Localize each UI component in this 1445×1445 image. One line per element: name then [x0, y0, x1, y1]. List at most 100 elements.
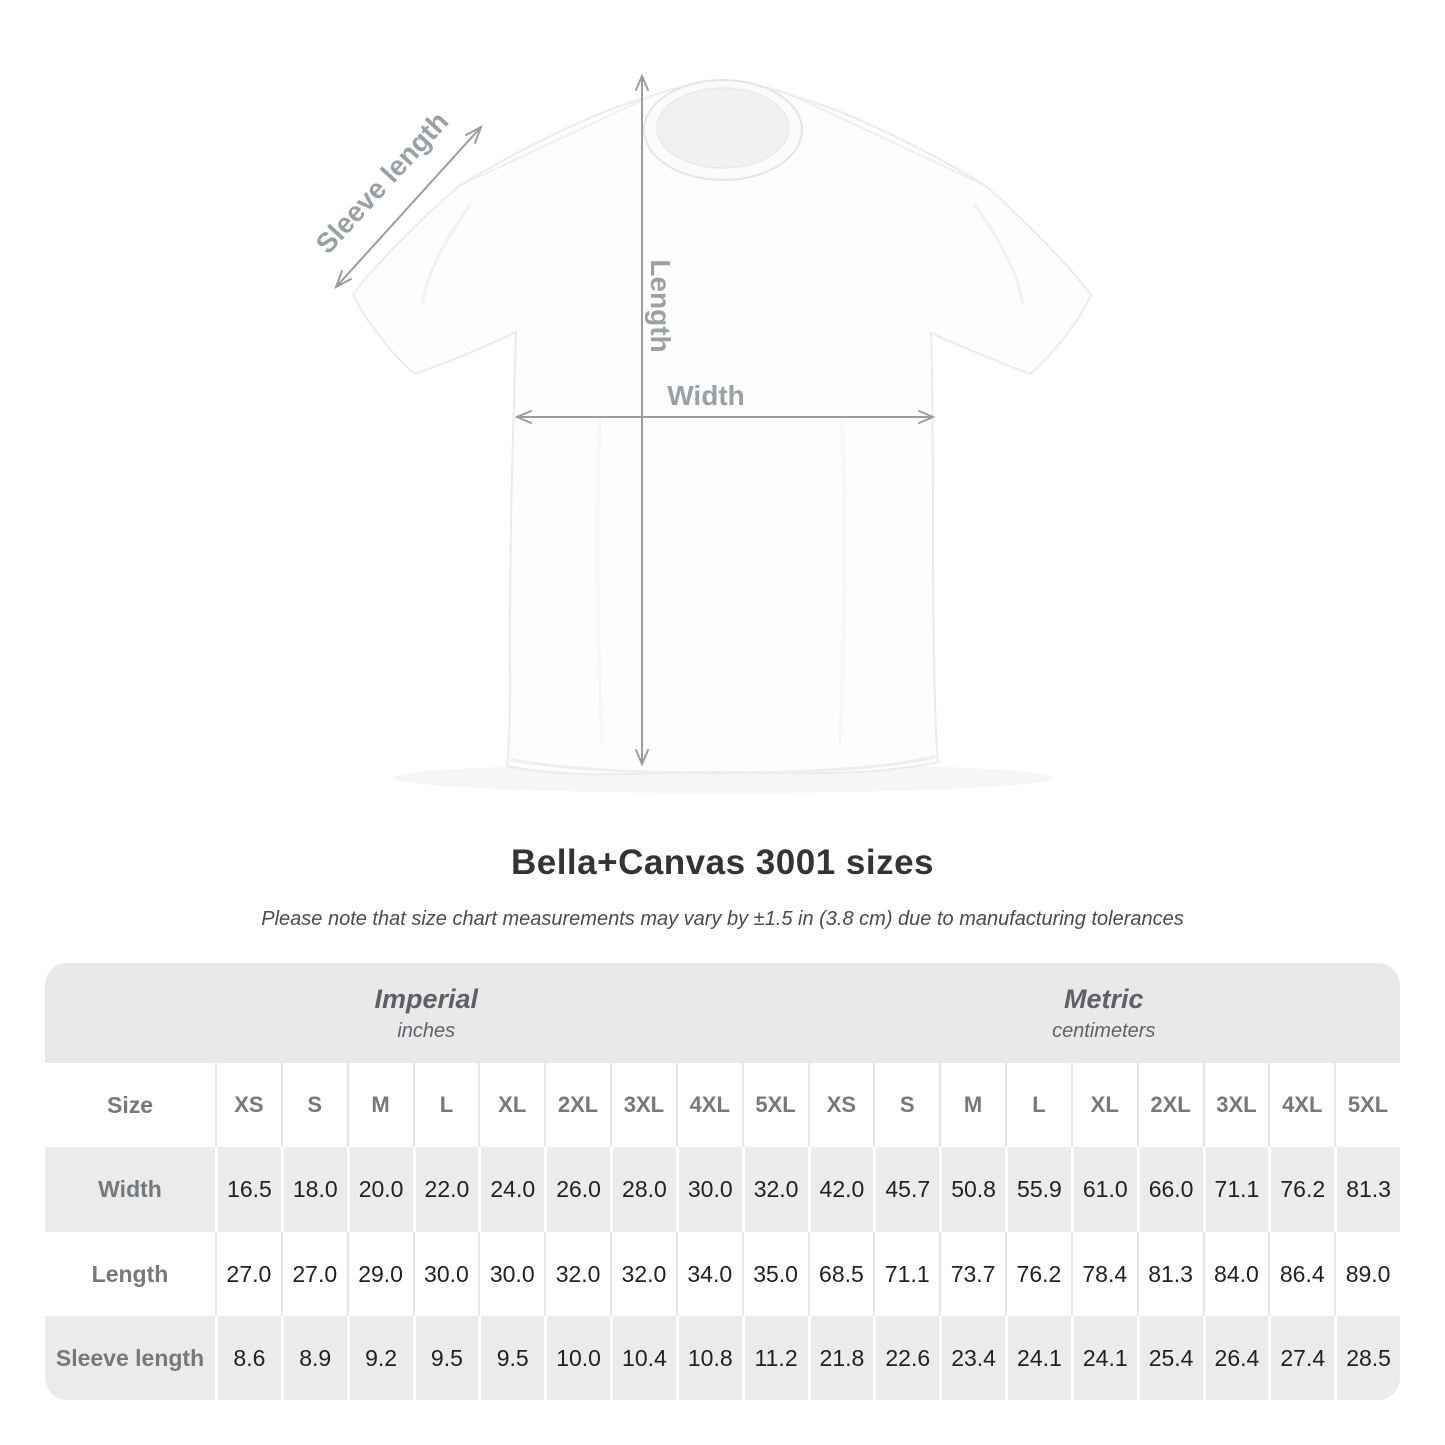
- sleeve-length-arrow: [334, 124, 483, 290]
- size-label: Size: [106, 1091, 154, 1118]
- row-label: Sleeve length: [55, 1345, 205, 1371]
- measurement-cell: 16.5: [215, 1147, 281, 1232]
- measurement-cell: 22.0: [412, 1147, 479, 1232]
- measurement-cell: 24.0: [478, 1147, 544, 1232]
- width-arrow: [514, 410, 936, 424]
- measurement-cell: 25.4: [1136, 1316, 1203, 1400]
- measurement-cell: 89.0: [1334, 1232, 1400, 1316]
- measurement-row: Width 16.5 18.0 20.0 22.0 24.0 26.0 28.0 30.0 32.…: [45, 1147, 1400, 1232]
- size-header-row: Size XS S M L XL 2XL 3XL 4XL 5XL XS S M L XL 2XL 3XL 4XL 5…: [45, 1063, 1400, 1147]
- size-col-header-metric: M: [939, 1063, 1005, 1147]
- size-col-header-metric: L: [1005, 1063, 1071, 1147]
- size-col-header-imperial: 4XL: [675, 1063, 742, 1147]
- imperial-unit: inches: [397, 1019, 456, 1042]
- measurement-cell: 55.9: [1005, 1147, 1071, 1232]
- tshirt-collar-opening: [656, 87, 790, 169]
- size-col-header-imperial: 3XL: [610, 1063, 676, 1147]
- unit-header-band: Imperial inches Metric centimeters: [45, 963, 1400, 1063]
- measurement-cell: 10.4: [610, 1316, 676, 1400]
- measurement-cell: 9.2: [346, 1316, 413, 1400]
- length-label: Length: [645, 259, 676, 352]
- measurement-cell: 10.0: [544, 1316, 610, 1400]
- length-arrow: [635, 73, 649, 767]
- measurement-cell: 76.2: [1005, 1232, 1071, 1316]
- measurement-cell: 68.5: [807, 1232, 874, 1316]
- size-col-header-imperial: S: [280, 1063, 347, 1147]
- size-col-header-imperial: 5XL: [741, 1063, 808, 1147]
- measurement-cell: 27.0: [280, 1232, 347, 1316]
- measurement-cell: 28.5: [1334, 1316, 1400, 1400]
- measurement-row: Length 27.0 27.0 29.0 30.0 30.0 32.0 32.0 34.0 35…: [45, 1232, 1400, 1316]
- size-col-header-metric: XS: [807, 1063, 874, 1147]
- size-col-header-metric: XL: [1070, 1063, 1137, 1147]
- measurement-cell: 20.0: [346, 1147, 413, 1232]
- row-label: Length: [91, 1260, 169, 1287]
- measurement-cell: 9.5: [478, 1316, 544, 1400]
- measurement-cell: 8.6: [215, 1316, 281, 1400]
- size-col-header-metric: 5XL: [1334, 1063, 1400, 1147]
- measurement-cell: 28.0: [610, 1147, 676, 1232]
- measurement-cell: 18.0: [280, 1147, 347, 1232]
- measurement-cell: 81.3: [1334, 1147, 1400, 1232]
- measurement-cell: 71.1: [873, 1232, 939, 1316]
- metric-unit: centimeters: [1052, 1019, 1156, 1042]
- measurement-cell: 50.8: [939, 1147, 1005, 1232]
- size-col-header-metric: 3XL: [1202, 1063, 1269, 1147]
- measurement-cell: 35.0: [741, 1232, 808, 1316]
- measurement-cell: 78.4: [1070, 1232, 1137, 1316]
- measurement-cell: 21.8: [807, 1316, 874, 1400]
- tshirt-body: [351, 81, 1093, 776]
- measurement-cell: 71.1: [1202, 1147, 1269, 1232]
- measurement-cell: 86.4: [1268, 1232, 1334, 1316]
- measurement-cell: 29.0: [346, 1232, 413, 1316]
- measurement-cell: 61.0: [1070, 1147, 1137, 1232]
- measurement-cell: 32.0: [544, 1232, 610, 1316]
- metric-header: Metric centimeters: [808, 963, 1401, 1063]
- width-label: Width: [667, 380, 745, 411]
- measurement-cell: 34.0: [675, 1232, 742, 1316]
- size-col-header-metric: 2XL: [1136, 1063, 1203, 1147]
- measurement-cell: 76.2: [1268, 1147, 1334, 1232]
- tshirt-measurement-diagram: Sleeve length Length Width: [309, 73, 1093, 776]
- size-col-header-metric: 4XL: [1268, 1063, 1334, 1147]
- measurement-cell: 30.0: [675, 1147, 742, 1232]
- measurement-cell: 22.6: [873, 1316, 939, 1400]
- measurement-cell: 26.4: [1202, 1316, 1269, 1400]
- measurement-cell: 30.0: [478, 1232, 544, 1316]
- measurement-cell: 30.0: [412, 1232, 479, 1316]
- measurement-row: Sleeve length 8.6 8.9 9.2 9.5 9.5 10.0 10.4 10.8…: [45, 1316, 1400, 1400]
- page-subtitle: Please note that size chart measurements…: [261, 908, 1184, 930]
- tshirt-seams: [420, 96, 1025, 775]
- measurement-cell: 66.0: [1136, 1147, 1203, 1232]
- measurement-cell: 24.1: [1005, 1316, 1071, 1400]
- measurement-cell: 26.0: [544, 1147, 610, 1232]
- measurement-cell: 8.9: [280, 1316, 347, 1400]
- size-col-header-imperial: XL: [478, 1063, 544, 1147]
- measurement-cell: 32.0: [610, 1232, 676, 1316]
- page-title: Bella+Canvas 3001 sizes: [510, 843, 935, 882]
- imperial-header: Imperial inches: [45, 963, 808, 1063]
- imperial-title: Imperial: [374, 983, 479, 1014]
- size-col-header-metric: S: [873, 1063, 939, 1147]
- measurement-cell: 45.7: [873, 1147, 939, 1232]
- size-table-rows: Size XS S M L XL 2XL 3XL 4XL 5XL XS S M L XL 2XL 3XL 4XL 5…: [45, 1063, 1400, 1400]
- measurement-cell: 42.0: [807, 1147, 874, 1232]
- size-col-header-imperial: M: [346, 1063, 413, 1147]
- size-table: Imperial inches Metric centimeters Size X…: [45, 963, 1400, 1400]
- measurement-arrows: [334, 73, 936, 767]
- measurement-cell: 11.2: [741, 1316, 808, 1400]
- measurement-cell: 81.3: [1136, 1232, 1203, 1316]
- measurement-cell: 9.5: [412, 1316, 479, 1400]
- row-label: Width: [98, 1176, 162, 1202]
- measurement-cell: 73.7: [939, 1232, 1005, 1316]
- metric-title: Metric: [1063, 983, 1144, 1014]
- measurement-cell: 84.0: [1202, 1232, 1269, 1316]
- size-col-header-imperial: XS: [215, 1063, 281, 1147]
- measurement-cell: 27.4: [1268, 1316, 1334, 1400]
- measurement-cell: 32.0: [741, 1147, 808, 1232]
- measurement-cell: 27.0: [215, 1232, 281, 1316]
- size-col-header-imperial: L: [412, 1063, 479, 1147]
- size-col-header-imperial: 2XL: [544, 1063, 610, 1147]
- measurement-cell: 10.8: [675, 1316, 742, 1400]
